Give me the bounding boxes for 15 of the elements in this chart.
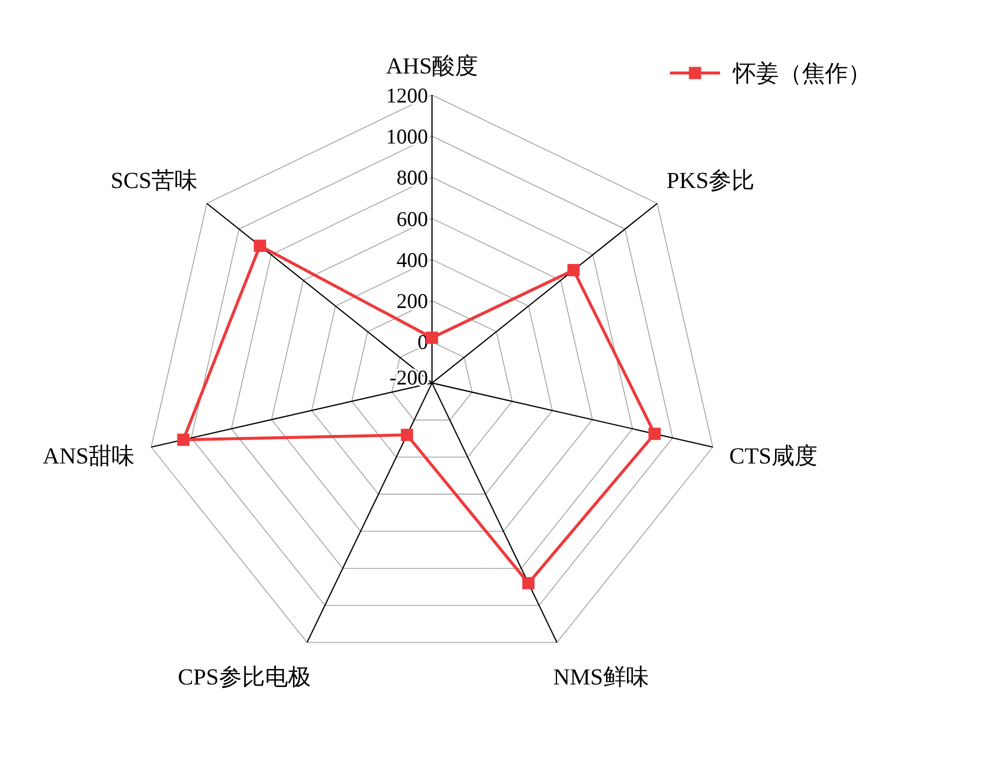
- spoke-label: PKS参比: [666, 168, 755, 194]
- y-tick-label: -200: [390, 365, 428, 390]
- spoke-label: CPS参比电极: [178, 664, 311, 690]
- y-tick-label: 1000: [386, 124, 428, 148]
- legend-label: 怀姜（焦作）: [732, 61, 871, 86]
- spoke-label: CTS咸度: [729, 443, 818, 468]
- y-tick-label: 800: [396, 166, 428, 190]
- spoke-label: SCS苦味: [110, 168, 198, 194]
- y-tick-label: 600: [396, 206, 428, 231]
- y-tick-label: 200: [396, 289, 428, 314]
- y-tick-label: 400: [396, 248, 428, 272]
- spoke-label: NMS鲜味: [553, 664, 650, 690]
- spoke-label: ANS甜味: [42, 443, 135, 468]
- y-tick-label: 1200: [386, 83, 428, 108]
- spoke-label: AHS酸度: [386, 54, 478, 79]
